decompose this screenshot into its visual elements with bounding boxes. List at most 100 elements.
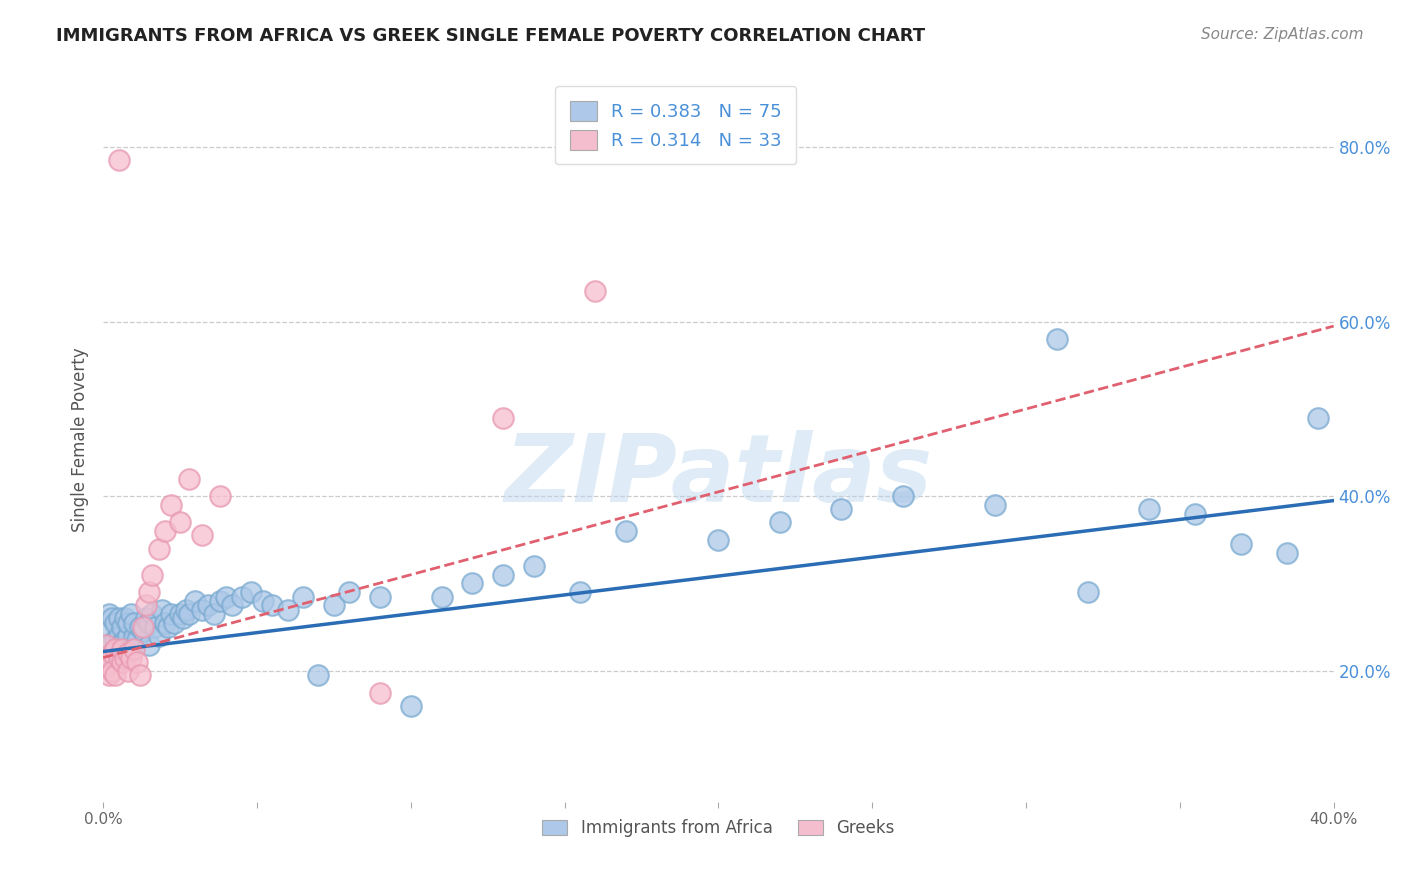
Point <box>1076 585 1098 599</box>
Point <box>104 641 127 656</box>
Point <box>1230 537 1253 551</box>
Point <box>492 567 515 582</box>
Point <box>107 153 129 168</box>
Point <box>138 615 160 630</box>
Point <box>135 611 157 625</box>
Text: IMMIGRANTS FROM AFRICA VS GREEK SINGLE FEMALE POVERTY CORRELATION CHART: IMMIGRANTS FROM AFRICA VS GREEK SINGLE F… <box>56 27 925 45</box>
Point <box>104 615 127 630</box>
Point <box>107 638 129 652</box>
Point <box>141 607 163 621</box>
Point <box>98 607 121 621</box>
Point <box>132 624 155 639</box>
Point <box>583 284 606 298</box>
Point <box>110 646 132 660</box>
Point <box>159 607 181 621</box>
Point <box>568 585 591 599</box>
Point <box>120 607 142 621</box>
Point <box>101 664 124 678</box>
Point <box>891 489 914 503</box>
Point <box>148 541 170 556</box>
Point <box>120 650 142 665</box>
Point <box>120 641 142 656</box>
Point <box>135 599 157 613</box>
Point <box>98 650 121 665</box>
Point <box>110 620 132 634</box>
Point <box>96 624 118 639</box>
Point <box>169 607 191 621</box>
Point <box>292 590 315 604</box>
Point <box>125 633 148 648</box>
Point <box>190 602 212 616</box>
Point <box>1184 507 1206 521</box>
Point <box>179 607 201 621</box>
Point <box>984 498 1007 512</box>
Point <box>262 599 284 613</box>
Y-axis label: Single Female Poverty: Single Female Poverty <box>72 347 89 532</box>
Point <box>107 650 129 665</box>
Text: Source: ZipAtlas.com: Source: ZipAtlas.com <box>1201 27 1364 42</box>
Point <box>399 698 422 713</box>
Point <box>117 629 139 643</box>
Point <box>215 590 238 604</box>
Point <box>492 410 515 425</box>
Point <box>101 646 124 660</box>
Point <box>122 629 145 643</box>
Point <box>125 655 148 669</box>
Point <box>190 528 212 542</box>
Point <box>129 668 152 682</box>
Point <box>430 590 453 604</box>
Point <box>1137 502 1160 516</box>
Point <box>101 646 124 660</box>
Point <box>277 602 299 616</box>
Point <box>141 567 163 582</box>
Point <box>159 498 181 512</box>
Point <box>110 641 132 656</box>
Point <box>101 611 124 625</box>
Point <box>769 516 792 530</box>
Point <box>117 615 139 630</box>
Point <box>523 559 546 574</box>
Point <box>98 638 121 652</box>
Point <box>322 599 344 613</box>
Point <box>368 685 391 699</box>
Point <box>163 615 186 630</box>
Point <box>239 585 262 599</box>
Point <box>1046 332 1069 346</box>
Point <box>461 576 484 591</box>
Point <box>104 633 127 648</box>
Point <box>172 611 194 625</box>
Point <box>337 585 360 599</box>
Point <box>107 611 129 625</box>
Point <box>221 599 243 613</box>
Point <box>1308 410 1330 425</box>
Point <box>96 659 118 673</box>
Point <box>122 641 145 656</box>
Point <box>110 655 132 669</box>
Point <box>614 524 637 538</box>
Point <box>138 585 160 599</box>
Point <box>132 620 155 634</box>
Point <box>104 668 127 682</box>
Point <box>208 489 231 503</box>
Point <box>150 602 173 616</box>
Point <box>107 629 129 643</box>
Point <box>202 607 225 621</box>
Point <box>208 594 231 608</box>
Point <box>114 650 136 665</box>
Point <box>252 594 274 608</box>
Point <box>153 615 176 630</box>
Point <box>117 646 139 660</box>
Point <box>174 602 197 616</box>
Point <box>308 668 330 682</box>
Point <box>114 633 136 648</box>
Point <box>1277 546 1299 560</box>
Point <box>368 590 391 604</box>
Point <box>129 620 152 634</box>
Point <box>153 524 176 538</box>
Point <box>114 611 136 625</box>
Point <box>231 590 253 604</box>
Point <box>148 629 170 643</box>
Legend: Immigrants from Africa, Greeks: Immigrants from Africa, Greeks <box>536 813 901 844</box>
Point <box>104 655 127 669</box>
Point <box>145 620 167 634</box>
